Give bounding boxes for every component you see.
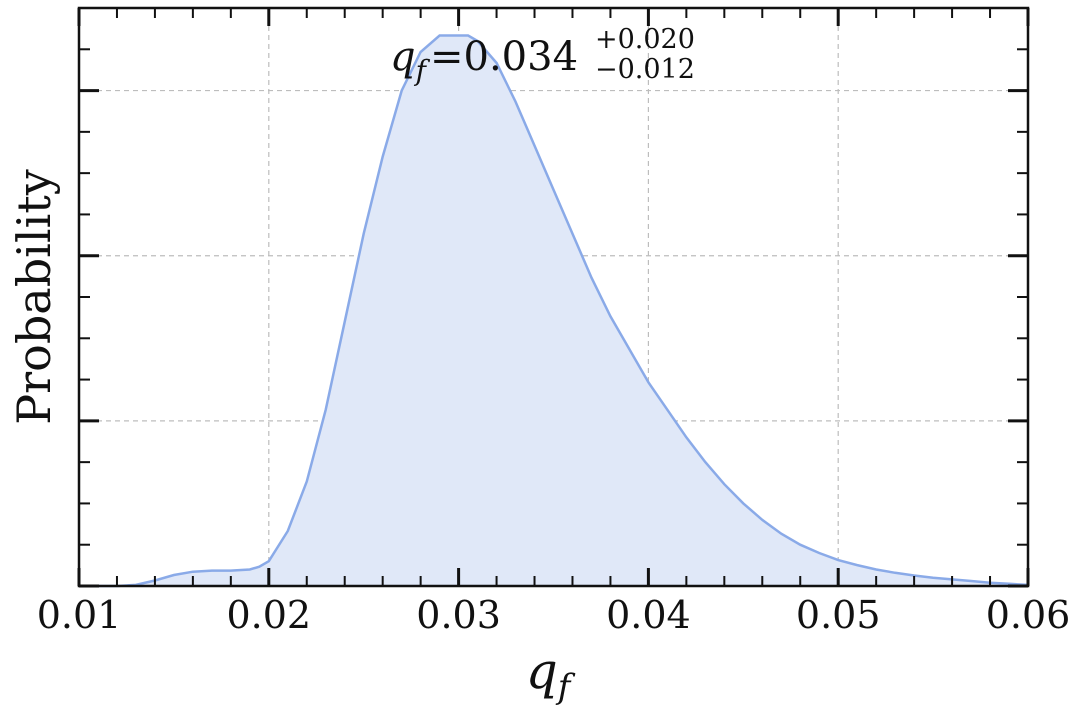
x-tick-label: 0.06 [986,593,1071,637]
annotation-upper-error: +0.020 [595,24,695,55]
annotation-value: 0.034 [464,34,579,80]
x-tick-label: 0.02 [226,593,311,637]
x-tick-label: 0.04 [606,593,691,637]
series-line [79,34,1029,588]
annotation-lower-error: −0.012 [595,54,695,85]
annotation-equals: = [430,34,464,80]
x-tick-label: 0.01 [37,593,122,637]
annotation-variable: q [390,34,416,80]
x-tick-labels: 0.01 0.02 0.03 0.04 0.05 0.06 [37,593,1071,637]
x-axis-title: qf [526,642,576,707]
annotation-text: qf =0.034 [390,34,578,87]
y-axis-title: Probability [7,169,61,425]
x-axis-title-subscript: f [555,667,576,707]
series-area-fill [79,35,1028,586]
x-tick-label: 0.03 [416,593,501,637]
plot-frame [77,6,1030,588]
x-tick-label: 0.05 [796,593,881,637]
x-axis-title-variable: q [526,642,558,700]
